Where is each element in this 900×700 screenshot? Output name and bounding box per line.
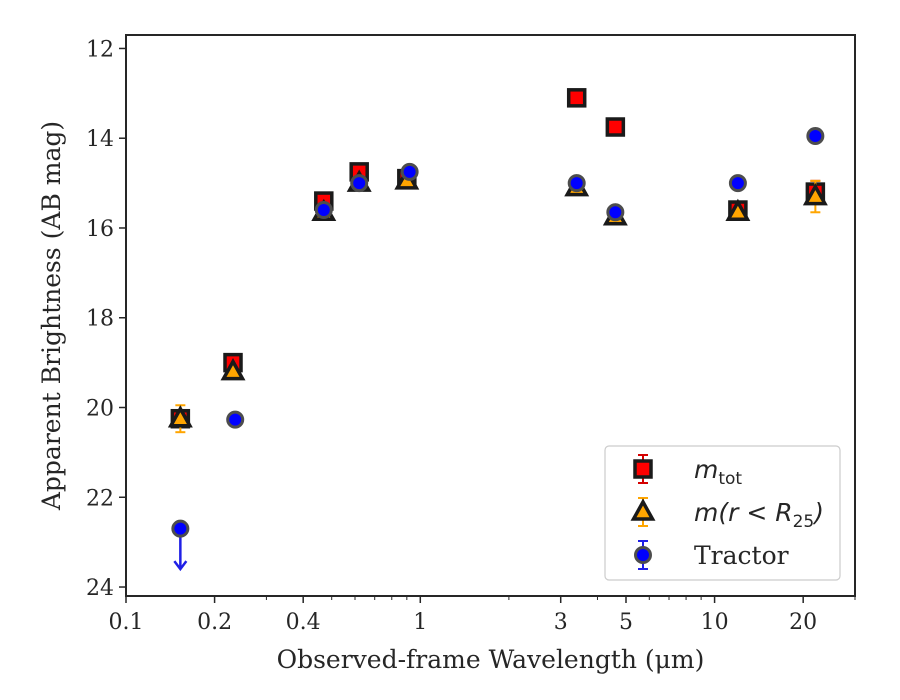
legend: mtot m(r < R25) Tractor — [604, 445, 841, 581]
series-2 — [171, 126, 825, 572]
series-0-point-5 — [566, 88, 587, 108]
series-2-point-3 — [350, 174, 369, 193]
plot-frame — [125, 34, 856, 597]
x-tick-label-3: 1 — [413, 610, 427, 635]
series-1-point-0 — [167, 405, 193, 428]
x-tick-label-2: 0.4 — [286, 610, 321, 635]
legend-marker-1 — [630, 498, 656, 521]
legend-label-2: Tractor — [694, 541, 789, 570]
series-2-point-1 — [226, 410, 245, 429]
series-2-point-7 — [728, 174, 747, 193]
x-tick-label-4: 3 — [554, 610, 568, 635]
series-1-point-8 — [802, 182, 828, 206]
x-tick-label-5: 5 — [619, 610, 633, 635]
series-2-point-8 — [806, 126, 825, 145]
data-marks — [167, 88, 828, 572]
x-axis-label: Observed-frame Wavelength (μm) — [277, 645, 705, 674]
legend-marker-0 — [633, 459, 653, 479]
y-axis-label: Apparent Brightness (AB mag) — [37, 121, 66, 511]
y-tick-label-3: 18 — [86, 307, 114, 332]
x-tick-label-7: 20 — [789, 610, 817, 635]
y-tick-label-1: 14 — [86, 127, 114, 152]
series-2-point-6 — [606, 203, 625, 222]
series-1-point-7 — [725, 198, 751, 222]
series-1-point-1 — [220, 358, 246, 381]
series-2-upper-limit-arrow-0 — [173, 560, 188, 572]
legend-label-1: m(r < R25) — [694, 498, 824, 532]
legend-label-0: mtot — [694, 455, 742, 489]
y-tick-label-5: 22 — [86, 486, 114, 511]
axis-ticks: 0.1 0.2 0.4 1 3 5 10 20 12 14 16 18 20 22 24 — [86, 37, 856, 635]
y-tick-label-4: 20 — [86, 397, 114, 422]
x-tick-label-0: 0.1 — [109, 610, 144, 635]
x-tick-label-1: 0.2 — [197, 610, 232, 635]
y-tick-label-0: 12 — [86, 37, 114, 62]
x-tick-label-6: 10 — [701, 610, 729, 635]
series-2-point-5 — [567, 174, 586, 193]
legend-marker-2 — [634, 546, 652, 564]
series-2-point-0 — [171, 519, 190, 538]
y-tick-label-2: 16 — [86, 217, 114, 242]
y-tick-label-6: 24 — [86, 576, 114, 601]
legend-box — [604, 445, 841, 581]
series-2-point-4 — [400, 162, 419, 181]
series-2-point-2 — [314, 201, 333, 220]
series-0-point-6 — [605, 117, 626, 137]
